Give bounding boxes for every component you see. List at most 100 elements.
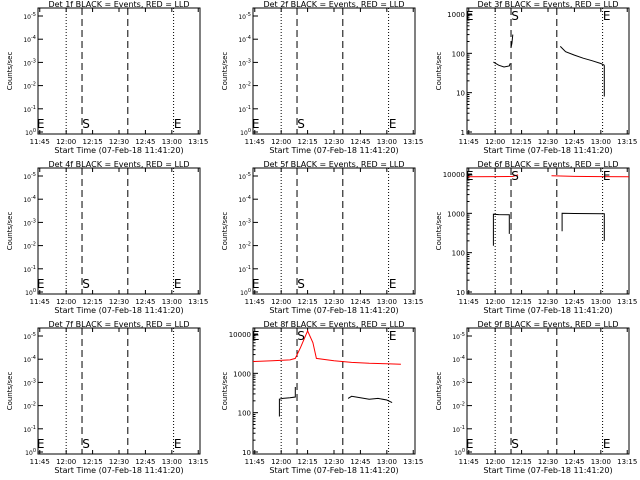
marker-event-start: E: [252, 329, 260, 343]
y-axis-label: Counts/sec: [435, 212, 443, 251]
marker-event-end: E: [174, 277, 182, 291]
x-tick-label: 13:00: [162, 138, 182, 146]
y-tick-label: 10-4: [23, 35, 36, 44]
x-tick-label: 11:45: [30, 138, 50, 146]
y-tick-label: 10-2: [23, 242, 36, 251]
y-tick-label: 10-3: [238, 58, 251, 67]
y-tick-label: 10-1: [238, 105, 251, 114]
x-tick-label: 11:45: [30, 458, 50, 466]
x-axis-label: Start Time (07-Feb-18 11:41:20): [269, 306, 398, 315]
x-tick-label: 13:15: [403, 458, 423, 466]
marker-event-start: E: [466, 169, 474, 183]
panel-title: Det 3f BLACK = Events, RED = LLD: [477, 0, 618, 9]
x-tick-label: 13:15: [188, 458, 208, 466]
y-tick-label: 10-3: [23, 58, 36, 67]
marker-s: S: [511, 169, 519, 183]
y-tick-label: 10-3: [23, 378, 36, 387]
panel-title: Det 8f BLACK = Events, RED = LLD: [263, 320, 404, 329]
y-tick-label: 100: [25, 448, 36, 457]
x-tick-label: 12:45: [564, 138, 584, 146]
x-tick-label: 12:45: [350, 458, 370, 466]
x-tick-label: 12:45: [564, 298, 584, 306]
x-axis-label: Start Time (07-Feb-18 11:41:20): [269, 466, 398, 475]
y-tick-label: 10-3: [238, 218, 251, 227]
x-tick-label: 12:30: [324, 298, 344, 306]
marker-s: S: [297, 277, 305, 291]
events-series-line: [561, 212, 605, 241]
y-axis-label: Counts/sec: [435, 372, 443, 411]
plot-frame: [252, 7, 416, 135]
y-tick-label: 10-4: [238, 195, 251, 204]
y-tick-label: 100: [454, 448, 465, 457]
x-tick-label: 13:00: [377, 458, 397, 466]
x-tick-label: 12:30: [538, 458, 558, 466]
x-tick-label: 12:15: [297, 458, 317, 466]
x-tick-label: 12:15: [82, 138, 102, 146]
panel-det7: Det 7f BLACK = Events, RED = LLD 11:45 12:…: [6, 320, 208, 475]
x-axis-label: Start Time (07-Feb-18 11:41:20): [54, 466, 183, 475]
x-tick-label: 12:15: [82, 298, 102, 306]
x-tick-label: 13:00: [162, 298, 182, 306]
x-tick-label: 12:00: [271, 298, 291, 306]
y-tick-label: 10-3: [23, 218, 36, 227]
marker-event-start: E: [252, 277, 260, 291]
marker-event-end: E: [603, 437, 611, 451]
y-tick-label: 1000: [447, 210, 465, 218]
panel-det6: Det 6f BLACK = Events, RED = LLD 11:45 12:…: [435, 160, 637, 315]
plot-frame: [252, 167, 416, 295]
marker-s: S: [511, 9, 519, 23]
y-tick-label: 10-5: [238, 12, 251, 21]
panel-title: Det 4f BLACK = Events, RED = LLD: [48, 160, 189, 169]
x-tick-label: 11:45: [30, 298, 50, 306]
panel-det9: Det 9f BLACK = Events, RED = LLD 11:45 12:…: [435, 320, 637, 475]
y-tick-label: 1: [461, 129, 465, 137]
panel-title: Det 9f BLACK = Events, RED = LLD: [477, 320, 618, 329]
x-tick-label: 12:45: [135, 298, 155, 306]
events-series-line: [278, 387, 296, 417]
x-axis-label: Start Time (07-Feb-18 11:41:20): [483, 306, 612, 315]
x-tick-label: 11:45: [245, 458, 265, 466]
x-tick-label: 13:00: [162, 458, 182, 466]
x-tick-label: 12:00: [485, 458, 505, 466]
y-tick-label: 10000: [229, 331, 251, 339]
x-tick-label: 13:00: [591, 298, 611, 306]
panel-title: Det 5f BLACK = Events, RED = LLD: [263, 160, 404, 169]
x-tick-label: 13:15: [617, 458, 637, 466]
events-series-line: [347, 395, 393, 404]
x-tick-label: 12:00: [271, 458, 291, 466]
panel-title: Det 6f BLACK = Events, RED = LLD: [477, 160, 618, 169]
x-tick-label: 12:45: [350, 138, 370, 146]
y-tick-label: 10-2: [452, 402, 465, 411]
x-tick-label: 13:00: [377, 298, 397, 306]
x-axis-label: Start Time (07-Feb-18 11:41:20): [269, 146, 398, 155]
y-tick-label: 10-2: [23, 82, 36, 91]
y-tick-label: 10-2: [238, 82, 251, 91]
x-tick-label: 12:45: [135, 138, 155, 146]
marker-event-start: E: [252, 117, 260, 131]
y-tick-label: 100: [25, 288, 36, 297]
y-axis-label: Counts/sec: [6, 52, 14, 91]
y-tick-label: 100: [240, 288, 251, 297]
panel-det8: Det 8f BLACK = Events, RED = LLD 11:45 12:…: [221, 320, 423, 475]
y-tick-label: 10-1: [23, 105, 36, 114]
y-axis-label: Counts/sec: [6, 212, 14, 251]
x-tick-label: 12:30: [109, 458, 129, 466]
marker-s: S: [297, 329, 305, 343]
x-axis-label: Start Time (07-Feb-18 11:41:20): [483, 466, 612, 475]
x-tick-label: 12:15: [297, 138, 317, 146]
lld-series-line: [252, 329, 401, 365]
y-tick-label: 10000: [443, 171, 465, 179]
x-tick-label: 12:15: [297, 298, 317, 306]
y-tick-label: 100: [452, 50, 465, 58]
marker-s: S: [82, 437, 90, 451]
x-tick-label: 12:30: [538, 138, 558, 146]
marker-s: S: [297, 117, 305, 131]
x-tick-label: 13:15: [188, 138, 208, 146]
y-tick-label: 10-2: [23, 402, 36, 411]
plot-frame: [37, 167, 201, 295]
marker-event-start: E: [466, 9, 474, 23]
y-tick-label: 10-5: [452, 332, 465, 341]
y-tick-label: 10: [242, 449, 251, 457]
y-tick-label: 10: [456, 289, 465, 297]
y-tick-label: 100: [452, 250, 465, 258]
